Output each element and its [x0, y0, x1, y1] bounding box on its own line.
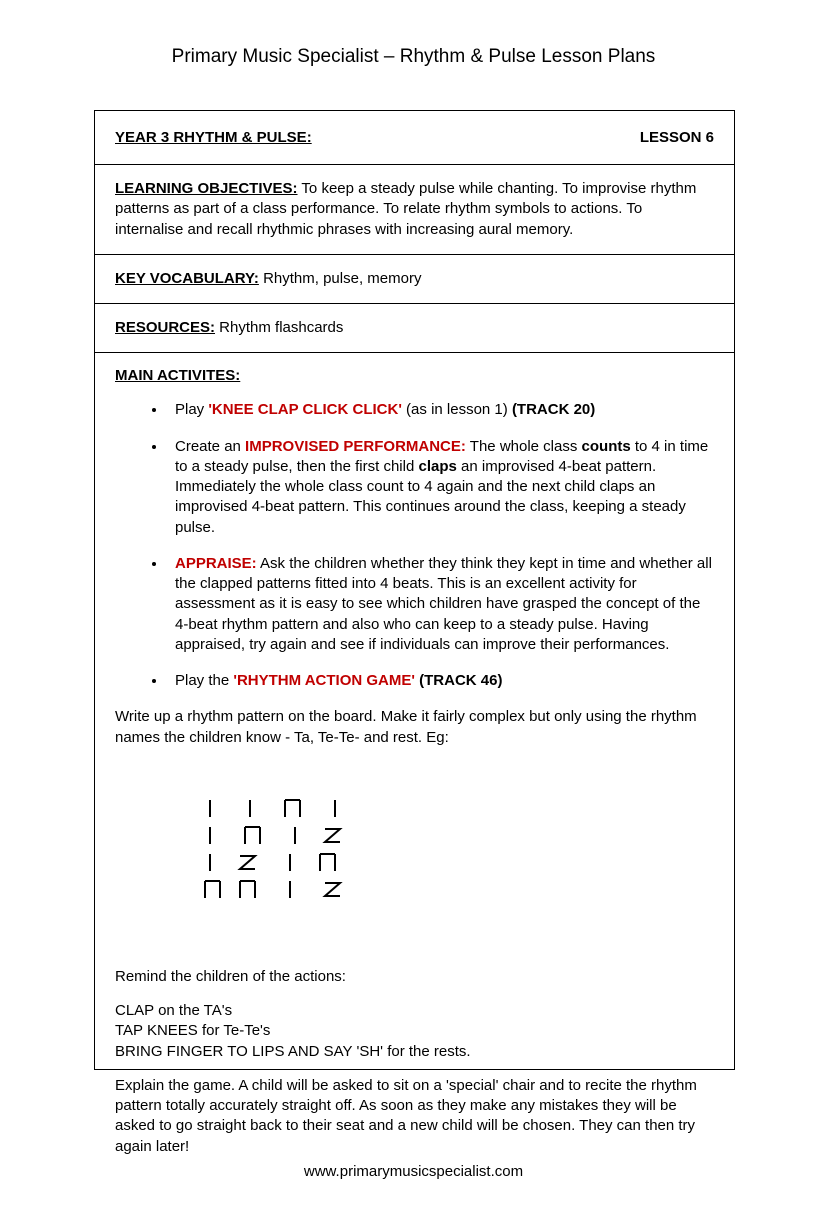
- item1-highlight: 'KNEE CLAP CLICK CLICK': [208, 401, 402, 418]
- objectives-label: LEARNING OBJECTIVES:: [115, 180, 298, 197]
- resources-text: RESOURCES: Rhythm flashcards: [115, 318, 714, 338]
- item4-track: (TRACK 46): [415, 672, 503, 689]
- activity-item-3: APPRAISE: Ask the children whether they …: [167, 554, 714, 655]
- header-row: YEAR 3 RHYTHM & PULSE: LESSON 6: [95, 111, 734, 165]
- vocabulary-text: KEY VOCABULARY: Rhythm, pulse, memory: [115, 269, 714, 289]
- rhythm-notation: [155, 766, 714, 943]
- item1-track: (TRACK 20): [512, 401, 595, 418]
- item2-b1: counts: [582, 438, 631, 455]
- activity-item-2: Create an IMPROVISED PERFORMANCE: The wh…: [167, 437, 714, 538]
- activities-label: MAIN ACTIVITES:: [115, 367, 714, 384]
- activity-item-4: Play the 'RHYTHM ACTION GAME' (TRACK 46): [167, 671, 714, 691]
- item1-pre: Play: [175, 401, 208, 418]
- item2-b2: claps: [418, 458, 456, 475]
- vocabulary-row: KEY VOCABULARY: Rhythm, pulse, memory: [95, 255, 734, 304]
- action-line-1: CLAP on the TA's: [115, 1001, 714, 1021]
- footer-url: www.primarymusicspecialist.com: [0, 1163, 827, 1180]
- item2-highlight: IMPROVISED PERFORMANCE:: [245, 438, 466, 455]
- objectives-row: LEARNING OBJECTIVES: To keep a steady pu…: [95, 165, 734, 255]
- header-left: YEAR 3 RHYTHM & PULSE:: [115, 129, 312, 146]
- header-right: LESSON 6: [640, 129, 714, 146]
- activities-row: MAIN ACTIVITES: Play 'KNEE CLAP CLICK CL…: [95, 353, 734, 1177]
- item4-highlight: 'RHYTHM ACTION GAME': [233, 672, 415, 689]
- actions-list: CLAP on the TA's TAP KNEES for Te-Te's B…: [115, 1001, 714, 1062]
- page-title: Primary Music Specialist – Rhythm & Puls…: [0, 46, 827, 68]
- vocabulary-body: Rhythm, pulse, memory: [259, 270, 422, 287]
- objectives-text: LEARNING OBJECTIVES: To keep a steady pu…: [115, 179, 714, 240]
- vocabulary-label: KEY VOCABULARY:: [115, 270, 259, 287]
- resources-body: Rhythm flashcards: [215, 319, 343, 336]
- item4-pre: Play the: [175, 672, 233, 689]
- resources-row: RESOURCES: Rhythm flashcards: [95, 304, 734, 353]
- explain-para: Explain the game. A child will be asked …: [115, 1076, 714, 1157]
- action-line-2: TAP KNEES for Te-Te's: [115, 1021, 714, 1041]
- activity-item-1: Play 'KNEE CLAP CLICK CLICK' (as in less…: [167, 400, 714, 420]
- lesson-plan-box: YEAR 3 RHYTHM & PULSE: LESSON 6 LEARNING…: [94, 110, 735, 1070]
- item3-highlight: APPRAISE:: [175, 555, 257, 572]
- item1-mid: (as in lesson 1): [402, 401, 512, 418]
- action-line-3: BRING FINGER TO LIPS AND SAY 'SH' for th…: [115, 1042, 714, 1062]
- item2-t1: The whole class: [466, 438, 582, 455]
- remind-para: Remind the children of the actions:: [115, 967, 714, 987]
- writeup-para: Write up a rhythm pattern on the board. …: [115, 707, 714, 748]
- resources-label: RESOURCES:: [115, 319, 215, 336]
- item2-pre: Create an: [175, 438, 245, 455]
- activities-list: Play 'KNEE CLAP CLICK CLICK' (as in less…: [115, 400, 714, 691]
- rhythm-svg: [200, 795, 400, 905]
